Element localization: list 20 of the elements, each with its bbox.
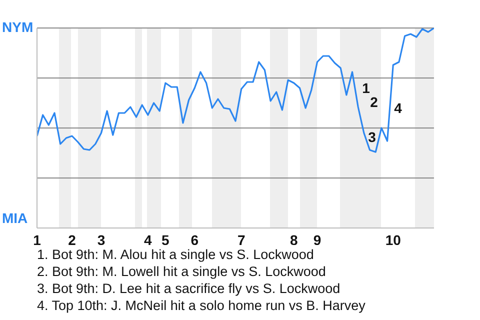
x-tick-label: 10 xyxy=(385,232,402,248)
x-tick-label: 8 xyxy=(290,232,298,248)
x-tick-label: 2 xyxy=(68,232,76,248)
x-tick-label: 4 xyxy=(144,232,152,248)
x-tick-label: 3 xyxy=(97,232,106,248)
x-tick-label: 1 xyxy=(33,232,42,248)
text: 4. Top 10th: J. McNeil hit a solo home run vs B. Harvey xyxy=(37,297,366,314)
text: 3. Bot 9th: D. Lee hit a sacrifice fly vs S. Lockwood xyxy=(37,280,342,297)
annotation: 4 xyxy=(394,100,402,116)
annotation: 1 xyxy=(362,80,370,96)
x-tick-label: 9 xyxy=(313,232,322,248)
text: 1. Bot 9th: M. Alou hit a single vs S. Lockwood xyxy=(37,246,315,263)
x-tick-label: 7 xyxy=(237,232,246,248)
text: NYM xyxy=(2,19,34,35)
text: 2. Bot 9th: M. Lowell hit a single vs S. Lockwood xyxy=(37,263,327,280)
text: MIA xyxy=(2,210,28,226)
annotation: 3 xyxy=(368,129,376,145)
x-tick-label: 5 xyxy=(162,232,170,248)
x-tick-label: 6 xyxy=(190,232,199,248)
annotation: 2 xyxy=(370,94,378,110)
